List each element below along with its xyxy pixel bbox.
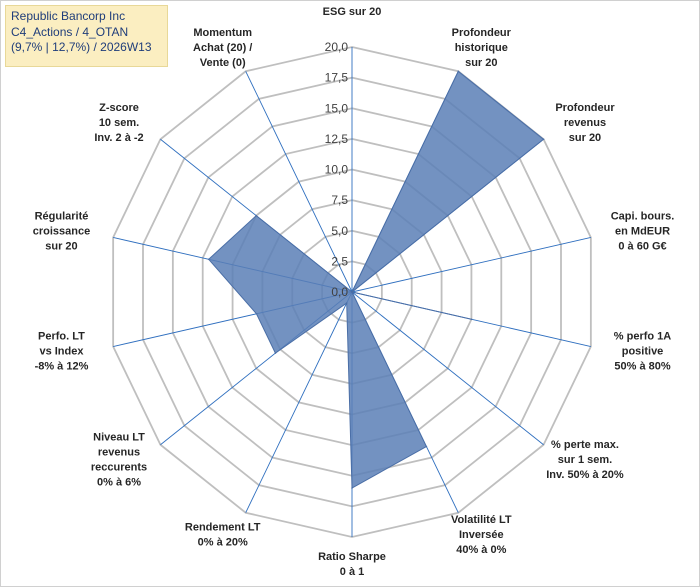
axis-label-line: Inv. 2 à -2 (94, 132, 143, 144)
data-point (345, 302, 348, 304)
axis-label-line: reccurents (91, 461, 147, 473)
axis-label-line: revenus (564, 117, 606, 129)
axis-label-line: Vente (0) (200, 57, 246, 69)
axis-label: Rendement LT 0% à 20% (185, 521, 261, 548)
title-company: Republic Bancorp Inc (11, 9, 126, 23)
axis-label-line: sur 1 sem. (558, 454, 612, 466)
data-point (274, 352, 277, 354)
axis-label: Profondeur revenus sur 20 (555, 102, 615, 144)
data-point (207, 258, 210, 261)
tick-label: 17,5 (325, 71, 349, 85)
data-point (542, 138, 545, 141)
data-point (425, 445, 428, 448)
axis-label: Momentum Achat (20) / Vente (0) (193, 27, 252, 69)
tick-label: 7,5 (331, 193, 348, 207)
axis-label-line: Achat (20) / (193, 42, 252, 54)
axis-label: Ratio Sharpe 0 à 1 (318, 551, 386, 578)
axis-label: Capi. bours. en MdEUR 0 à 60 G€ (611, 210, 675, 252)
axis-label-line: Capi. bours. (611, 210, 675, 222)
data-point (470, 318, 473, 321)
axis-label-line: Ratio Sharpe (318, 551, 386, 563)
title-period: (9,7% | 12,7%) / 2026W13 (11, 40, 152, 54)
axis-label-line: vs Index (39, 346, 84, 358)
series-area (207, 70, 545, 489)
tick-label: 10,0 (325, 163, 349, 177)
radar-series (207, 70, 545, 489)
axis-label-line: 10 sem. (99, 117, 139, 129)
axis-label-line: en MdEUR (615, 225, 670, 237)
axis-label-line: 0 à 1 (340, 566, 364, 578)
axis-label-line: Inv. 50% à 20% (546, 469, 624, 481)
axis-label-line: Note (340, 0, 364, 3)
axis-label-line: % perfo 1A (614, 331, 672, 343)
axis-label-line: Perfo. LT (38, 331, 85, 343)
tick-label: 2,5 (331, 254, 348, 268)
axis-label-line: Z-score (99, 102, 139, 114)
radar-tick-labels: 0,0 2,5 5,0 7,5 10,0 12,5 15,0 17,5 20,0 (325, 40, 349, 299)
axis-label-line: Régularité (35, 210, 89, 222)
tick-label: 20,0 (325, 40, 349, 54)
axis-label: Niveau LT revenus reccurents 0% à 6% (91, 431, 147, 488)
chart-title-box: Republic Bancorp Inc C4_Actions / 4_OTAN… (5, 5, 168, 67)
data-point (351, 291, 353, 293)
radar-axis-labels: Note ESG sur 20 Profondeur historique sur 20… (33, 0, 675, 578)
axis-label: Régularité croissance sur 20 (33, 210, 90, 252)
axis-label-line: % perte max. (551, 439, 619, 451)
axis-label: % perte max. sur 1 sem. Inv. 50% à 20% (546, 439, 624, 481)
axis-label-line: Rendement LT (185, 521, 261, 533)
axis-label-line: ESG sur 20 (323, 6, 382, 18)
axis-label-line: Niveau LT (93, 431, 145, 443)
data-point (457, 70, 460, 73)
axis-label-line: 40% à 0% (456, 544, 506, 556)
data-point (255, 313, 258, 315)
axis-spoke (351, 291, 544, 446)
axis-label-line: 50% à 80% (614, 361, 670, 373)
axis-label-line: 0% à 20% (198, 536, 248, 548)
axis-spoke (245, 291, 353, 513)
title-category: C4_Actions / 4_OTAN (11, 24, 129, 39)
axis-label-line: Volatilité LT (451, 514, 512, 526)
axis-label-line: 0% à 6% (97, 476, 141, 488)
axis-label-line: Profondeur (555, 102, 615, 114)
tick-label: 15,0 (325, 101, 349, 115)
data-point (351, 487, 353, 489)
axis-label: Perfo. LT vs Index -8% à 12% (35, 331, 89, 373)
axis-label-line: sur 20 (465, 57, 497, 69)
axis-spoke (351, 237, 591, 293)
axis-label: Volatilité LT Inversée 40% à 0% (451, 514, 512, 556)
axis-label: Z-score 10 sem. Inv. 2 à -2 (94, 102, 143, 144)
axis-label-line: sur 20 (569, 132, 601, 144)
tick-label: 12,5 (325, 132, 349, 146)
axis-label-line: historique (455, 42, 508, 54)
axis-label-line: -8% à 12% (35, 361, 89, 373)
axis-label-line: sur 20 (45, 240, 77, 252)
tick-label: 5,0 (331, 224, 348, 238)
axis-label: Note ESG sur 20 (323, 0, 382, 18)
axis-label-line: Inversée (459, 529, 504, 541)
axis-label-line: croissance (33, 225, 90, 237)
data-point (255, 214, 258, 217)
axis-label-line: Profondeur (452, 27, 512, 39)
tick-label: 0,0 (331, 285, 348, 299)
axis-label: Profondeur historique sur 20 (452, 27, 512, 69)
axis-label-line: positive (622, 346, 664, 358)
axis-spoke (245, 71, 353, 293)
axis-label-line: revenus (98, 446, 140, 458)
axis-label-line: Momentum (193, 27, 252, 39)
axis-label: % perfo 1A positive 50% à 80% (614, 331, 672, 373)
axis-label-line: 0 à 60 G€ (618, 240, 666, 252)
